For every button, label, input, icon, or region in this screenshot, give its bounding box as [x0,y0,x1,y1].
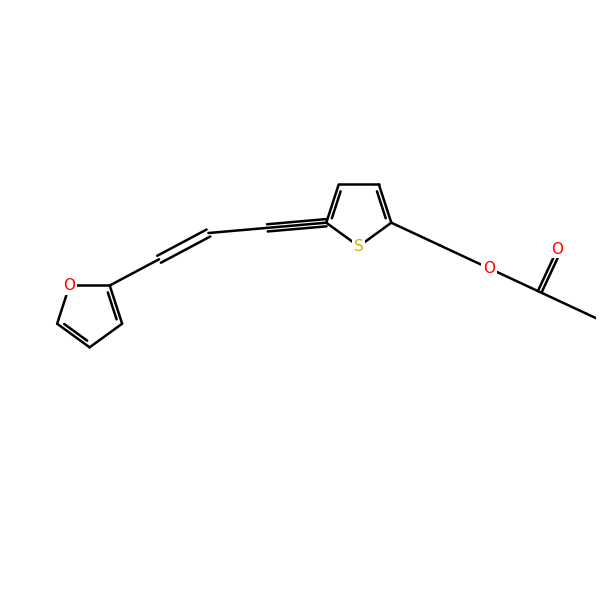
Text: O: O [483,261,495,276]
Text: O: O [551,242,563,257]
Text: S: S [354,239,364,254]
Text: O: O [64,278,76,293]
